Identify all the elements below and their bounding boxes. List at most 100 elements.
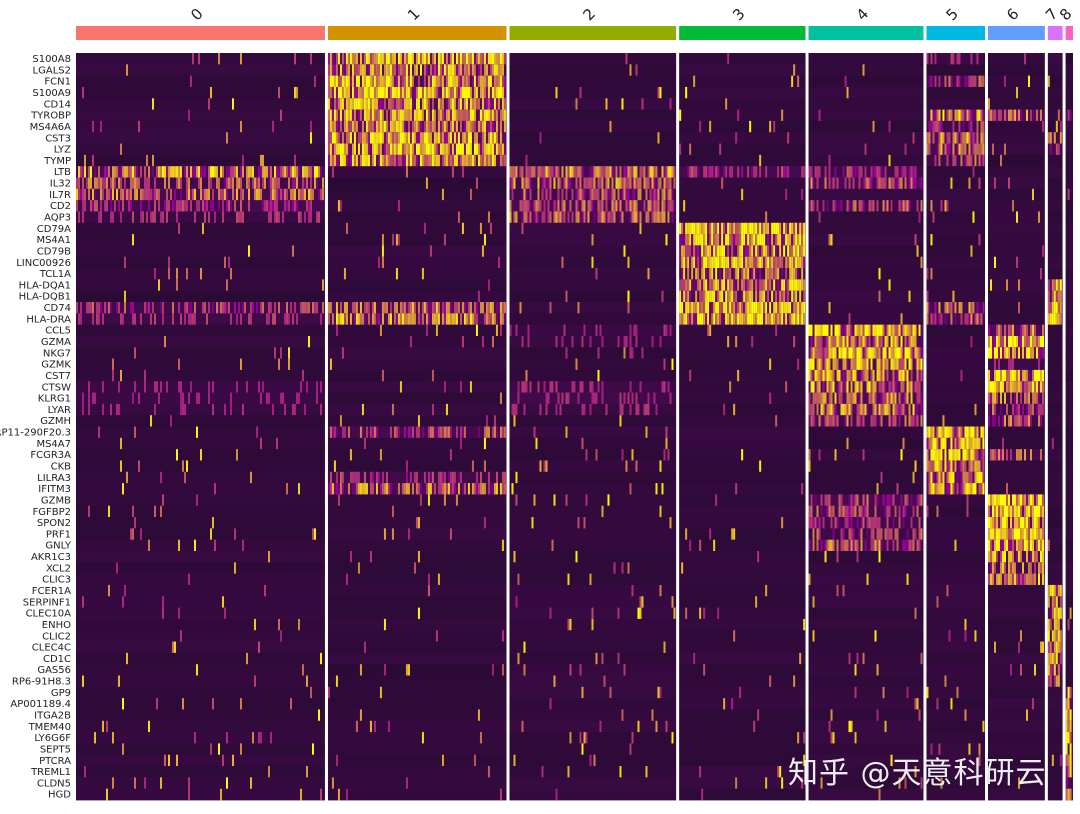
cell-row: [808, 562, 924, 575]
cell: [938, 471, 941, 484]
cell: [387, 720, 390, 733]
cell: [956, 437, 959, 450]
cell: [795, 222, 798, 235]
cell: [771, 245, 774, 258]
cell: [954, 132, 957, 144]
cell-row: [327, 166, 507, 178]
cell: [405, 664, 408, 676]
cell: [777, 222, 780, 235]
cell: [822, 200, 825, 212]
cell: [1000, 335, 1003, 348]
cell: [102, 313, 104, 326]
cell: [818, 528, 821, 541]
cell: [405, 143, 408, 156]
cell: [445, 313, 448, 326]
cell: [938, 437, 941, 450]
cell: [743, 279, 746, 292]
cell: [503, 53, 506, 65]
cell: [445, 86, 448, 99]
cell: [475, 143, 478, 156]
cell: [256, 302, 258, 314]
cell: [631, 177, 634, 190]
cell: [1000, 324, 1003, 337]
cell: [663, 211, 666, 224]
cell: [455, 302, 458, 314]
cell: [1020, 392, 1023, 405]
cell: [294, 302, 296, 314]
cell: [900, 347, 903, 359]
cell-row: [327, 211, 507, 224]
cell: [641, 596, 644, 608]
cell: [312, 166, 314, 178]
cell: [749, 234, 752, 246]
cell: [459, 426, 462, 439]
cell: [274, 200, 276, 212]
cell: [98, 177, 100, 190]
cell: [725, 222, 728, 235]
cell: [557, 392, 560, 405]
cell: [581, 743, 584, 756]
cell: [729, 222, 732, 235]
cell-row: [679, 483, 806, 495]
cell: [866, 324, 869, 337]
cell: [555, 335, 558, 348]
cell-row: [926, 279, 986, 292]
cell: [493, 109, 496, 122]
cell-row: [327, 75, 507, 88]
cell: [888, 528, 891, 541]
cell: [856, 166, 859, 178]
cell: [463, 426, 466, 439]
cell: [687, 245, 690, 258]
cell: [1036, 381, 1039, 393]
cell: [595, 166, 598, 178]
cell: [926, 302, 929, 314]
cell: [607, 177, 610, 190]
cell: [375, 132, 378, 144]
cell-row: [808, 720, 924, 733]
cell: [978, 154, 981, 167]
cell: [447, 143, 450, 156]
cell: [327, 75, 330, 88]
cell: [176, 449, 178, 461]
cell: [906, 369, 909, 382]
cell: [904, 358, 907, 371]
cell: [341, 483, 344, 495]
cell-row: [808, 120, 924, 133]
cell-row: [509, 494, 677, 507]
cell: [491, 64, 494, 77]
gene-label-HLA-DQA1: HLA-DQA1: [19, 280, 71, 291]
cell: [765, 166, 768, 178]
cell: [992, 109, 995, 122]
cell: [457, 109, 460, 122]
cell: [940, 449, 943, 461]
cell-row: [509, 664, 677, 676]
cell: [391, 132, 394, 144]
cell: [1042, 245, 1045, 258]
cell: [727, 53, 730, 65]
cell: [884, 505, 887, 518]
cell: [962, 143, 965, 156]
cell: [709, 324, 712, 337]
cell: [206, 200, 208, 212]
cell: [359, 483, 362, 495]
cell: [801, 188, 804, 201]
cell: [892, 403, 895, 416]
cell-row: [679, 607, 806, 620]
cell: [623, 177, 626, 190]
cell-row: [509, 426, 677, 439]
cell: [994, 256, 997, 269]
cell: [787, 256, 790, 269]
cell: [916, 698, 919, 710]
cell: [852, 200, 855, 212]
cell: [1016, 403, 1019, 416]
cell: [703, 279, 706, 292]
cell: [872, 200, 875, 212]
cell: [988, 324, 991, 337]
cell: [773, 120, 776, 133]
cell: [852, 494, 855, 507]
cell: [419, 64, 422, 77]
cell: [413, 64, 416, 77]
cell: [647, 166, 650, 178]
cell: [459, 109, 462, 122]
cell: [487, 143, 490, 156]
